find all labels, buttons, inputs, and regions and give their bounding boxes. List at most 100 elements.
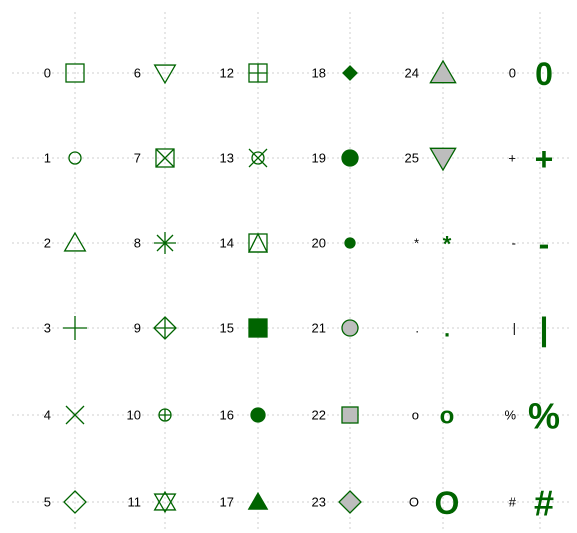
symbol-item: 12 [220, 63, 268, 83]
symbol-item: 23 [312, 490, 362, 514]
plus [159, 409, 171, 421]
symbol-item: 13 [220, 148, 268, 168]
symbol-label: o [412, 408, 419, 423]
symbol-item: 18 [312, 65, 358, 81]
polygon [429, 59, 457, 84]
symbol-item: .. [415, 317, 450, 342]
symbol-item: %% [504, 396, 560, 437]
symbol-item: 2 [44, 231, 87, 252]
symbol-label: 21 [312, 321, 326, 336]
symbol-label: 9 [134, 321, 141, 336]
symbol-item: 24 [405, 59, 457, 84]
cross [155, 148, 175, 168]
symbol-item: 16 [220, 407, 266, 423]
symbol-item: 15 [220, 318, 268, 338]
symbol-item: 22 [312, 406, 359, 424]
symbol-label: 4 [44, 408, 51, 423]
symbol-item: 20 [312, 236, 356, 251]
symbol-label: 2 [44, 236, 51, 251]
polygon [63, 231, 87, 252]
symbol-label: 15 [220, 321, 234, 336]
cross [248, 148, 268, 168]
cross [65, 405, 85, 425]
symbol-label: 14 [220, 236, 234, 251]
symbol-item: -- [512, 226, 550, 262]
cross [156, 234, 174, 252]
symbol-item: 4 [44, 405, 85, 425]
symbol-label: 11 [128, 495, 142, 510]
symbol-label: . [415, 321, 419, 336]
polygon [247, 491, 269, 510]
symbol-item: | | [513, 311, 549, 347]
symbol-label: - [512, 236, 516, 251]
symbol-label: 24 [405, 66, 419, 81]
symbol-glyph: . [444, 317, 450, 342]
symbol-item: # # [509, 483, 554, 524]
symbol-glyph: | [540, 311, 549, 347]
symbol-label: 6 [134, 66, 141, 81]
symbol-label: 8 [134, 236, 141, 251]
symbol-item: 5 [44, 490, 87, 514]
symbol-item: 19 [312, 149, 359, 167]
symbol-label: # [509, 495, 517, 510]
symbol-item: 1 [44, 151, 82, 166]
circle [251, 151, 265, 165]
symbol-label: 13 [220, 151, 234, 166]
symbol-item: 0 [44, 63, 85, 83]
symbol-glyph: o [440, 403, 455, 430]
symbol-label: 17 [220, 495, 234, 510]
circle [344, 237, 356, 249]
square [155, 148, 175, 168]
symbol-label: | [513, 321, 516, 336]
polygon [342, 65, 358, 81]
symbol-item: * * [414, 232, 452, 257]
polygon [247, 232, 269, 253]
symbol-item: 21 [312, 319, 359, 337]
symbol-label: 20 [312, 236, 326, 251]
symbol-glyph: # [534, 483, 554, 524]
square [341, 406, 359, 424]
symbol-glyph: * [443, 232, 452, 257]
symbol-label: 5 [44, 495, 51, 510]
symbol-label: % [504, 408, 516, 423]
symbol-label: 10 [127, 408, 141, 423]
circle [250, 407, 266, 423]
symbol-label: 18 [312, 66, 326, 81]
square [65, 63, 85, 83]
symbol-label: + [508, 151, 516, 166]
symbol-item: 14 [220, 232, 269, 253]
symbol-label: 12 [220, 66, 234, 81]
symbol-label: 7 [134, 151, 141, 166]
symbol-glyph: % [528, 396, 560, 437]
symbol-label: 3 [44, 321, 51, 336]
symbol-glyph: O [435, 485, 460, 521]
symbol-item: 3 [44, 316, 87, 340]
polygon [63, 490, 87, 514]
symbol-label: 0 [44, 66, 51, 81]
polygon [153, 493, 177, 514]
symbol-glyph: + [535, 141, 554, 177]
symbol-label: * [414, 236, 419, 251]
symbol-item: 8 [134, 232, 176, 254]
symbol-item: 17 [220, 491, 269, 510]
polygon [429, 147, 457, 172]
plus [154, 317, 176, 339]
polygon [153, 64, 177, 85]
symbol-label: 0 [509, 66, 516, 81]
circle [341, 149, 359, 167]
symbol-label: 22 [312, 408, 326, 423]
square [248, 318, 268, 338]
polygon [153, 490, 177, 511]
symbol-label: 19 [312, 151, 326, 166]
symbol-label: 16 [220, 408, 234, 423]
symbol-glyph: 0 [535, 56, 553, 92]
symbol-label: 23 [312, 495, 326, 510]
circle [341, 319, 359, 337]
symbol-glyph: - [539, 226, 550, 262]
plus [63, 316, 87, 340]
plus [249, 64, 267, 82]
symbol-item: 9 [134, 316, 177, 340]
